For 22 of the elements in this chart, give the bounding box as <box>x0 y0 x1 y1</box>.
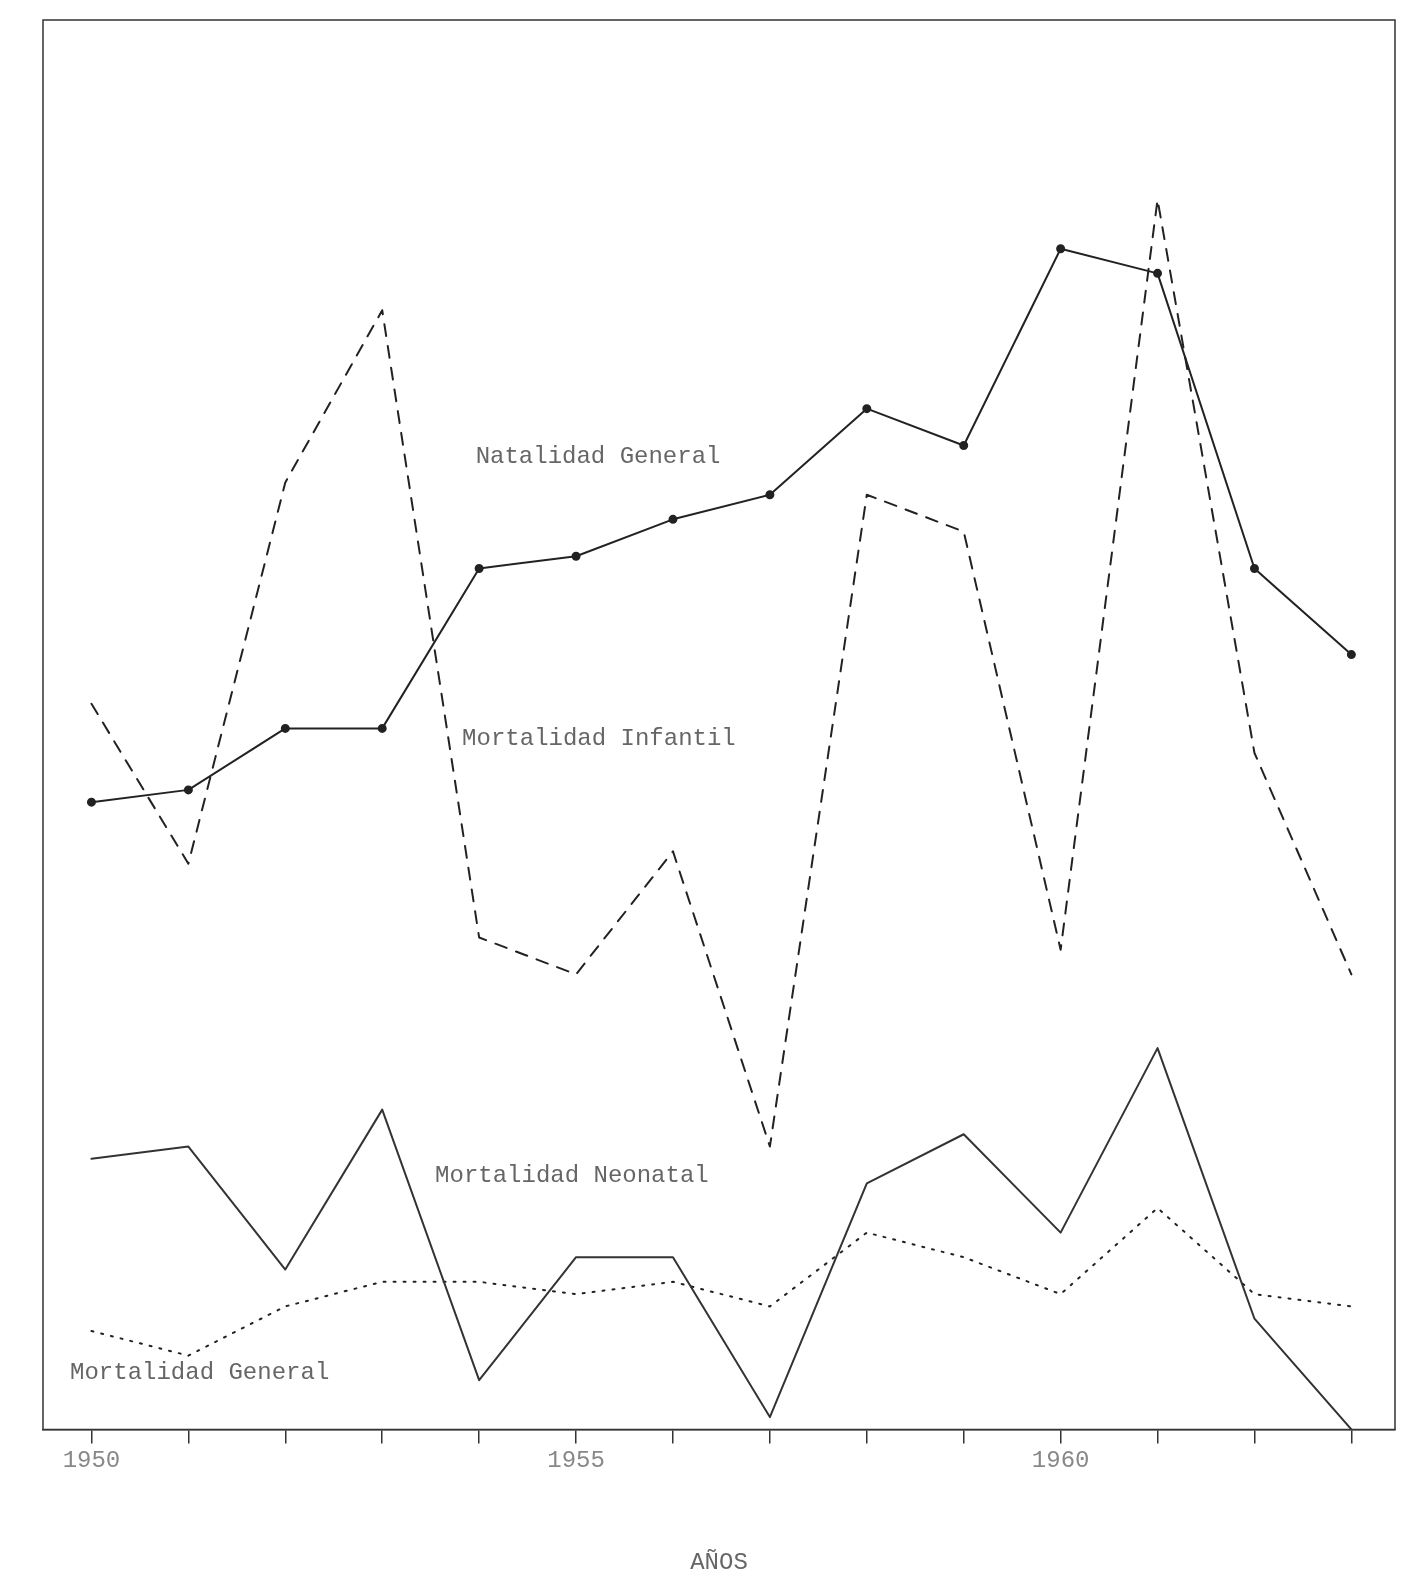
point <box>280 723 290 733</box>
point <box>1249 564 1259 574</box>
x-tick-label: 1960 <box>1031 1447 1090 1475</box>
point <box>765 490 775 500</box>
x-axis-title: AÑOS <box>690 1548 748 1576</box>
series-label: Mortalidad Infantil <box>462 725 736 753</box>
x-tick-label: 1950 <box>62 1447 121 1475</box>
point <box>862 404 872 414</box>
point <box>1346 650 1356 660</box>
point <box>86 797 96 807</box>
series-label: Mortalidad Neonatal <box>435 1162 709 1190</box>
series-label: Mortalidad General <box>70 1359 330 1387</box>
point <box>377 723 387 733</box>
series-label: Natalidad General <box>475 443 721 471</box>
point <box>668 514 678 524</box>
point <box>1056 244 1066 254</box>
point <box>183 785 193 795</box>
point <box>571 551 581 561</box>
point <box>1153 268 1163 278</box>
point <box>474 564 484 574</box>
point <box>959 441 969 451</box>
x-tick-label: 1955 <box>547 1447 605 1475</box>
